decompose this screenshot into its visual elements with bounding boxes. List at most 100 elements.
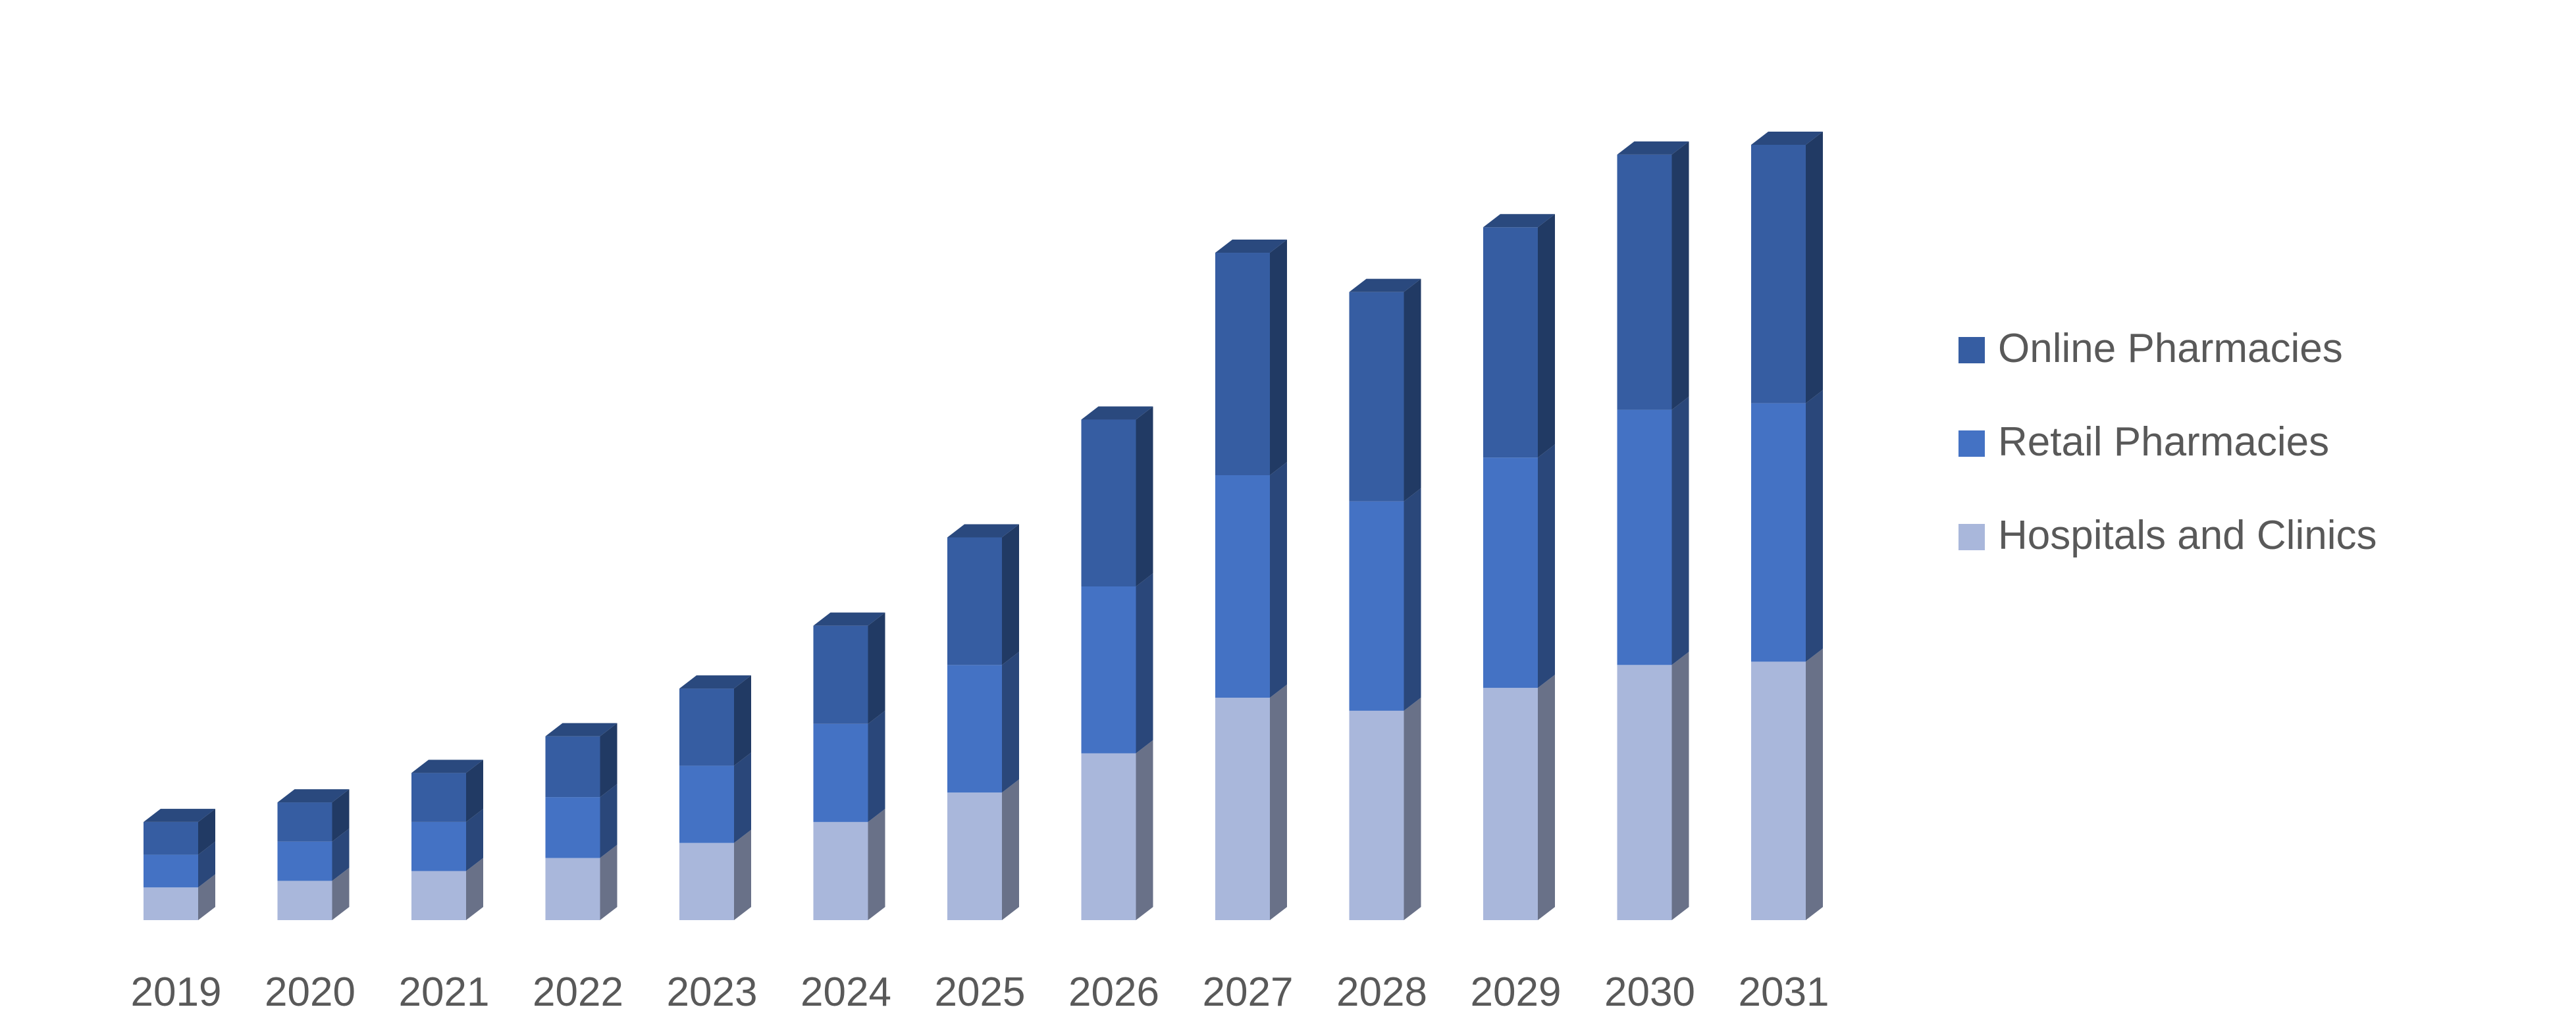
bar-top-2028 [1349, 278, 1421, 292]
bar-segment-hospitals-and-clinics-2020 [277, 867, 350, 920]
bar-side-online-pharmacies-2020 [332, 789, 350, 842]
bar-side-retail-pharmacies-2020 [332, 828, 350, 881]
bar-top-2021 [411, 760, 483, 773]
bar-segment-online-pharmacies-2021 [411, 760, 483, 822]
bar-front-online-pharmacies-2030 [1617, 154, 1672, 410]
legend-swatch-retail-pharmacies [1958, 430, 1985, 457]
bar-front-retail-pharmacies-2028 [1349, 501, 1404, 711]
bar-front-hospitals-and-clinics-2029 [1483, 688, 1538, 920]
bar-segment-online-pharmacies-2024 [813, 612, 885, 724]
bar-side-retail-pharmacies-2025 [1002, 652, 1019, 793]
bar-segment-hospitals-and-clinics-2023 [679, 829, 751, 920]
bar-side-hospitals-and-clinics-2019 [198, 874, 215, 920]
bar-top-2023 [679, 675, 751, 689]
legend-label-online-pharmacies: Online Pharmacies [1998, 326, 2343, 371]
bar-segment-online-pharmacies-2027 [1215, 240, 1287, 476]
bar-side-online-pharmacies-2025 [1002, 524, 1019, 665]
bar-front-retail-pharmacies-2025 [947, 665, 1002, 793]
bar-front-online-pharmacies-2023 [679, 688, 734, 766]
x-tick-label-2028: 2028 [1336, 969, 1427, 1015]
bar-side-hospitals-and-clinics-2023 [734, 829, 751, 920]
x-tick-label-2026: 2026 [1068, 969, 1159, 1015]
x-axis-tick-labels: 2019 2020 2021 2022 2023 2024 2025 2026 2027 2028… [131, 969, 1829, 1015]
bar-segment-retail-pharmacies-2030 [1617, 396, 1689, 665]
bar-front-hospitals-and-clinics-2020 [277, 881, 332, 920]
bar-segment-online-pharmacies-2029 [1483, 214, 1555, 458]
legend-label-retail-pharmacies: Retail Pharmacies [1998, 419, 2329, 465]
bar-side-hospitals-and-clinics-2024 [868, 808, 885, 920]
bar-segment-retail-pharmacies-2021 [411, 808, 483, 871]
bar-front-hospitals-and-clinics-2026 [1081, 753, 1136, 920]
bar-side-retail-pharmacies-2027 [1270, 462, 1287, 698]
x-tick-label-2019: 2019 [131, 969, 222, 1015]
bar-segment-hospitals-and-clinics-2028 [1349, 697, 1421, 920]
bar-segment-hospitals-and-clinics-2019 [144, 874, 215, 920]
x-tick-label-2027: 2027 [1203, 969, 1294, 1015]
bar-top-2026 [1081, 406, 1153, 420]
bar-side-online-pharmacies-2028 [1404, 278, 1421, 502]
bar-side-retail-pharmacies-2023 [734, 752, 751, 843]
bar-side-online-pharmacies-2031 [1806, 132, 1823, 403]
bar-front-hospitals-and-clinics-2027 [1215, 698, 1270, 920]
bar-front-online-pharmacies-2019 [144, 821, 198, 855]
x-tick-label-2024: 2024 [801, 969, 891, 1015]
legend-swatch-hospitals-and-clinics [1958, 524, 1985, 550]
bar-segment-online-pharmacies-2023 [679, 675, 751, 766]
bar-side-retail-pharmacies-2031 [1806, 390, 1823, 662]
bar-front-retail-pharmacies-2022 [545, 797, 600, 858]
legend-label-hospitals-and-clinics: Hospitals and Clinics [1998, 513, 2377, 558]
bar-segment-online-pharmacies-2025 [947, 524, 1019, 665]
bar-segment-retail-pharmacies-2020 [277, 828, 350, 881]
x-tick-label-2022: 2022 [533, 969, 623, 1015]
bar-front-retail-pharmacies-2030 [1617, 409, 1672, 665]
bar-side-hospitals-and-clinics-2025 [1002, 779, 1019, 920]
x-tick-label-2029: 2029 [1471, 969, 1562, 1015]
bar-side-retail-pharmacies-2028 [1404, 488, 1421, 711]
x-tick-label-2025: 2025 [935, 969, 1026, 1015]
bar-segment-hospitals-and-clinics-2031 [1751, 648, 1823, 920]
bar-front-online-pharmacies-2020 [277, 802, 332, 842]
bar-segment-online-pharmacies-2022 [545, 723, 618, 798]
bar-side-hospitals-and-clinics-2029 [1538, 675, 1555, 920]
bar-side-online-pharmacies-2022 [600, 723, 618, 798]
bars-group [144, 132, 1823, 920]
bar-front-retail-pharmacies-2027 [1215, 475, 1270, 698]
bar-front-hospitals-and-clinics-2021 [411, 871, 466, 920]
bar-front-retail-pharmacies-2021 [411, 821, 466, 871]
bar-segment-hospitals-and-clinics-2022 [545, 844, 618, 920]
bar-side-retail-pharmacies-2029 [1538, 444, 1555, 688]
bar-top-2029 [1483, 214, 1555, 228]
bar-top-2027 [1215, 240, 1287, 253]
bar-top-2022 [545, 723, 618, 737]
bar-front-retail-pharmacies-2024 [813, 723, 868, 822]
bar-front-online-pharmacies-2024 [813, 625, 868, 724]
bar-front-online-pharmacies-2031 [1751, 145, 1806, 403]
bar-segment-retail-pharmacies-2028 [1349, 488, 1421, 711]
bar-top-2019 [144, 808, 215, 822]
bar-segment-hospitals-and-clinics-2026 [1081, 740, 1153, 920]
bar-segment-retail-pharmacies-2029 [1483, 444, 1555, 688]
bar-side-online-pharmacies-2027 [1270, 240, 1287, 476]
bar-front-retail-pharmacies-2026 [1081, 586, 1136, 754]
bar-segment-retail-pharmacies-2026 [1081, 573, 1153, 754]
bar-front-hospitals-and-clinics-2022 [545, 858, 600, 920]
bar-segment-online-pharmacies-2028 [1349, 278, 1421, 502]
bar-side-online-pharmacies-2023 [734, 675, 751, 766]
bar-front-retail-pharmacies-2029 [1483, 457, 1538, 688]
x-tick-label-2031: 2031 [1739, 969, 1829, 1015]
bar-front-online-pharmacies-2022 [545, 736, 600, 798]
bar-top-2020 [277, 789, 350, 803]
bar-side-retail-pharmacies-2019 [198, 841, 215, 888]
bar-side-hospitals-and-clinics-2022 [600, 844, 618, 920]
bar-segment-retail-pharmacies-2022 [545, 784, 618, 858]
bar-segment-retail-pharmacies-2027 [1215, 462, 1287, 698]
bar-side-online-pharmacies-2021 [466, 760, 483, 822]
legend: Online Pharmacies Retail Pharmacies Hospit… [1958, 326, 2377, 558]
x-tick-label-2020: 2020 [265, 969, 355, 1015]
bar-side-retail-pharmacies-2026 [1136, 573, 1153, 754]
bar-segment-online-pharmacies-2031 [1751, 132, 1823, 403]
x-tick-label-2023: 2023 [667, 969, 758, 1015]
bar-segment-hospitals-and-clinics-2024 [813, 808, 885, 920]
bar-side-retail-pharmacies-2021 [466, 808, 483, 871]
